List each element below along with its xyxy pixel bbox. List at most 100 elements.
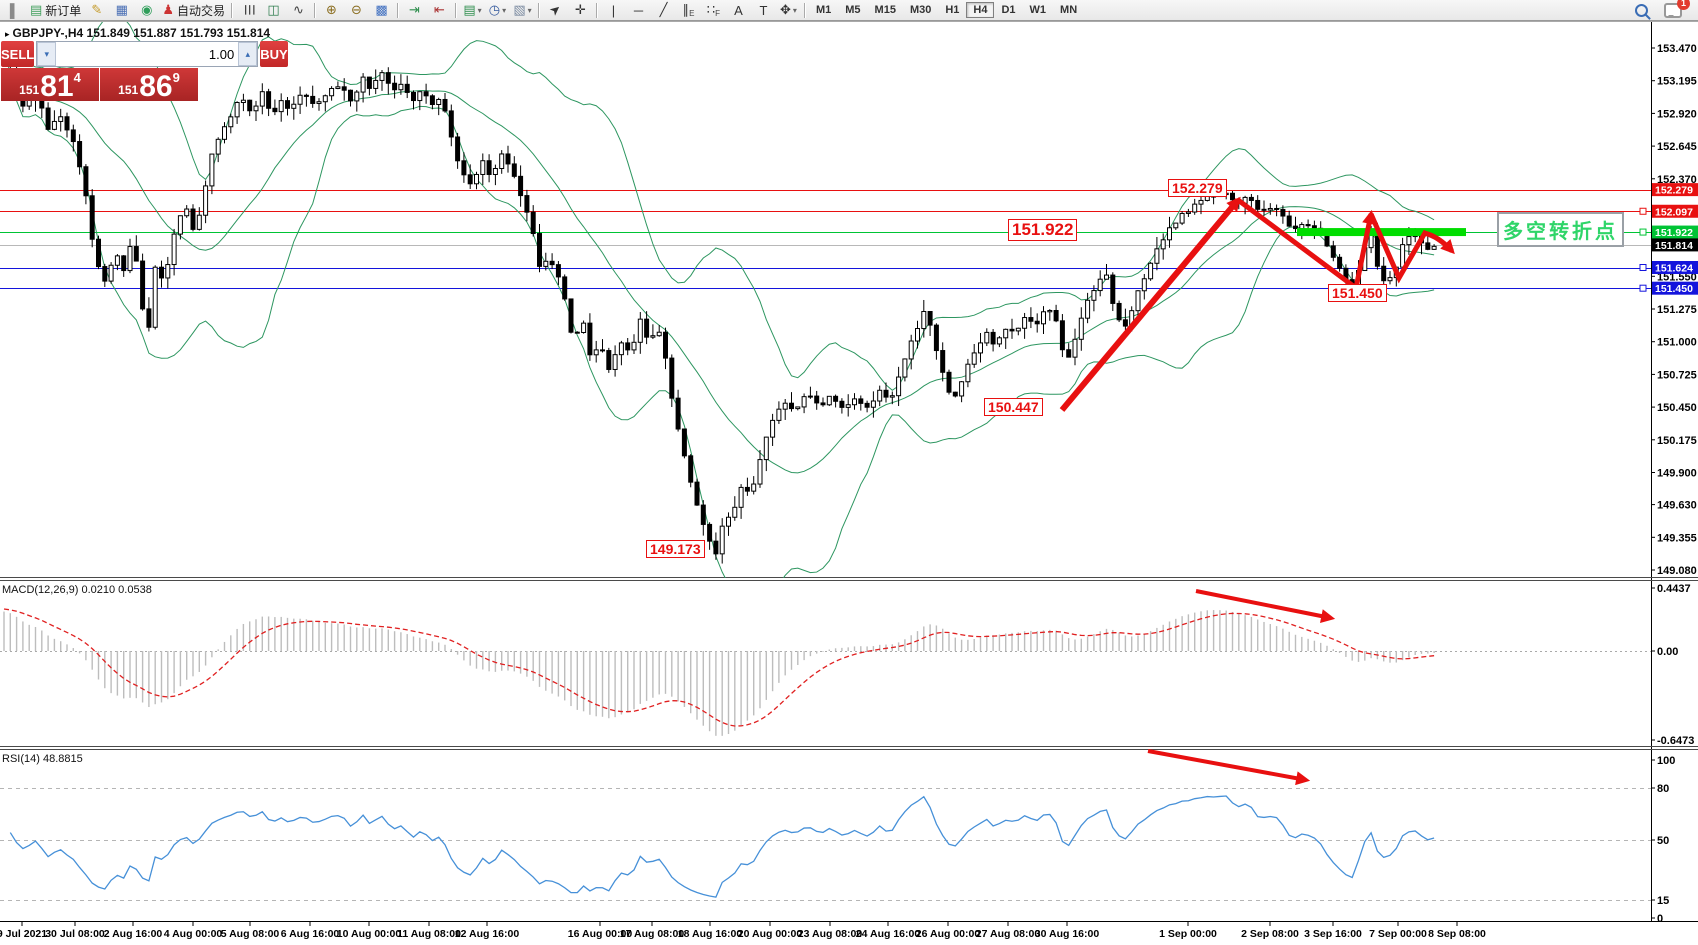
price-annotation-151.450[interactable]: 151.450 [1328, 284, 1387, 303]
candle-body [184, 208, 190, 217]
time-tick-label[interactable]: 17 Aug 08:00 [620, 928, 685, 940]
time-tick-label[interactable]: 5 Aug 08:00 [221, 928, 280, 940]
autotrade-button[interactable]: ♟ 自动交易 [159, 0, 228, 20]
time-tick-label[interactable]: 30 Aug 16:00 [1035, 928, 1100, 940]
timeframe-m1-button[interactable]: M1 [815, 4, 832, 16]
time-tick-label[interactable]: 16 Aug 00:00 [568, 928, 633, 940]
price-annotation-152.279[interactable]: 152.279 [1168, 179, 1227, 198]
text-label-tool[interactable]: T [751, 0, 776, 20]
candle-body [96, 238, 101, 268]
price-tag-152.279 [1652, 183, 1698, 197]
candle-body [1374, 233, 1380, 267]
fibonacci-tool[interactable]: ∷ F [701, 0, 726, 20]
buy-price-display[interactable]: 151 86 9 [100, 68, 198, 102]
hline-handle[interactable] [1639, 284, 1647, 292]
hline-handle[interactable] [1639, 264, 1647, 272]
timeframe-h1-button[interactable]: H1 [945, 4, 960, 16]
time-tick-label[interactable]: 24 Aug 16:00 [856, 928, 921, 940]
sell-button[interactable]: SELL [1, 41, 35, 67]
time-tick-label[interactable]: 3 Sep 16:00 [1304, 928, 1362, 940]
horizontal-line-tool[interactable]: ─ [626, 0, 651, 20]
time-tick-label[interactable]: 27 Aug 08:00 [976, 928, 1041, 940]
timeframe-h4-button[interactable]: H4 [966, 2, 995, 18]
periods-menu-icon: ◷ [488, 2, 501, 17]
bull-bear-turning-point-label[interactable]: 多空转折点 [1497, 212, 1624, 247]
channel-tool[interactable]: ∥ E [676, 0, 701, 20]
candle-body [467, 174, 473, 185]
text-tool[interactable]: A [726, 0, 751, 20]
zoom-in-button[interactable]: ⊕ [319, 0, 344, 20]
time-tick-label[interactable]: 4 Aug 00:00 [164, 928, 223, 940]
templates-menu-button[interactable]: ▧ ▾ [510, 0, 535, 20]
candlestick-chart-type-icon[interactable]: ◫ [261, 0, 286, 20]
new-order-button[interactable]: ▤ 新订单 [27, 0, 84, 20]
volume-decrease-button[interactable]: ▾ [37, 42, 57, 66]
trend-arrow[interactable] [1423, 230, 1455, 255]
candle-body [121, 255, 127, 272]
timeframe-mn-button[interactable]: MN [1060, 4, 1078, 16]
search-icon[interactable] [1635, 3, 1648, 17]
auto-scroll-icon[interactable]: ⇥ [402, 0, 427, 20]
notifications-icon[interactable]: 1 [1664, 0, 1690, 18]
time-tick-label[interactable]: 8 Sep 08:00 [1428, 928, 1486, 940]
cursor-tool-button[interactable]: ➤ [543, 0, 568, 20]
macd-trend-arrow[interactable] [1195, 589, 1336, 623]
volume-increase-button[interactable]: ▴ [238, 42, 258, 66]
time-tick-label[interactable]: 1 Sep 00:00 [1159, 928, 1217, 940]
signals-icon[interactable]: ◉ [134, 0, 159, 20]
time-tick-label[interactable]: 2 Sep 08:00 [1241, 928, 1299, 940]
time-tick-label[interactable]: 9 Jul 2021 [0, 928, 47, 940]
price-annotation-150.447[interactable]: 150.447 [984, 398, 1043, 417]
candle-body [902, 358, 908, 378]
candle-body [524, 195, 530, 213]
chart-shift-icon[interactable]: ⇤ [427, 0, 452, 20]
price-annotation-151.922[interactable]: 151.922 [1008, 219, 1078, 241]
zoom-out-button[interactable]: ⊖ [344, 0, 369, 20]
trend-arrow[interactable] [1368, 212, 1429, 284]
time-tick-label[interactable]: 2 Aug 16:00 [104, 928, 163, 940]
arrows-tool[interactable]: ✥ ▾ [776, 0, 801, 20]
time-tick-label[interactable]: 10 Aug 00:00 [337, 928, 402, 940]
trend-arrow[interactable] [1059, 196, 1241, 412]
volume-input[interactable] [56, 42, 239, 66]
clipped-toolbar-icon[interactable]: ▌ [2, 0, 27, 20]
timeframe-d1-button[interactable]: D1 [1001, 4, 1016, 16]
hline-handle[interactable] [1639, 207, 1647, 215]
time-tick-label[interactable]: 30 Jul 08:00 [45, 928, 105, 940]
periods-menu-button[interactable]: ◷ ▾ [485, 0, 510, 20]
crosshair-tool-button[interactable]: ✛ [568, 0, 593, 20]
time-tick-label[interactable]: 20 Aug 00:00 [738, 928, 803, 940]
candle-body [814, 395, 820, 404]
market-window-icon[interactable]: ▦ [109, 0, 134, 20]
time-tick-label[interactable]: 23 Aug 08:00 [798, 928, 863, 940]
timeframe-w1-button[interactable]: W1 [1029, 4, 1047, 16]
candle-body [133, 246, 139, 262]
vertical-line-tool[interactable]: | [601, 0, 626, 20]
time-tick-label[interactable]: 12 Aug 16:00 [455, 928, 520, 940]
timeframe-m5-button[interactable]: M5 [845, 4, 861, 16]
price-annotation-149.173[interactable]: 149.173 [646, 540, 705, 559]
bar-chart-type-icon[interactable]: ☰ [236, 0, 261, 20]
candle-body [1160, 239, 1166, 250]
crayon-tool-icon[interactable]: ✎ [84, 0, 109, 20]
time-tick-label[interactable]: 18 Aug 16:00 [678, 928, 743, 940]
candle-body [644, 318, 650, 338]
rsi-trend-arrow[interactable] [1147, 749, 1311, 786]
rsi-tick-label: 100 [1657, 755, 1675, 767]
buy-button[interactable]: BUY [260, 41, 288, 67]
tile-windows-icon[interactable]: ▩ [369, 0, 394, 20]
line-chart-type-icon[interactable]: ∿ [286, 0, 311, 20]
trendline-tool[interactable]: ╱ [651, 0, 676, 20]
hline-handle[interactable] [1639, 228, 1647, 236]
timeframe-m30-button[interactable]: M30 [909, 4, 932, 16]
time-tick-label[interactable]: 6 Aug 16:00 [281, 928, 340, 940]
trend-arrow[interactable] [1236, 197, 1376, 293]
candle-body [663, 331, 668, 359]
time-tick-label[interactable]: 26 Aug 00:00 [916, 928, 981, 940]
indicators-menu-button[interactable]: ▤ ▾ [460, 0, 485, 20]
sell-price-display[interactable]: 151 81 4 [1, 68, 99, 102]
time-tick-label[interactable]: 11 Aug 08:00 [397, 928, 461, 940]
time-tick-label[interactable]: 7 Sep 00:00 [1369, 928, 1427, 940]
candle-body [839, 400, 845, 408]
timeframe-m15-button[interactable]: M15 [874, 4, 896, 16]
